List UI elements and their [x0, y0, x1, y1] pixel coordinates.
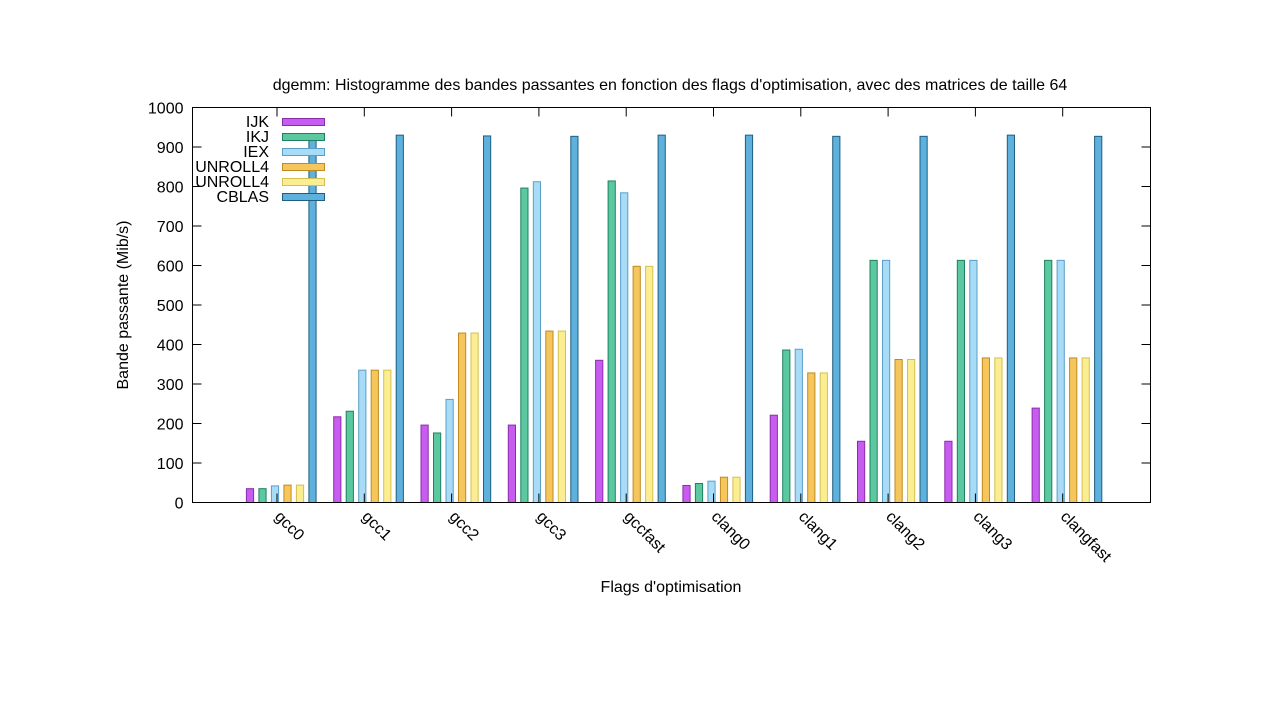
bar-iex-clangfast	[1056, 259, 1065, 503]
bar-unroll4-gccfast	[645, 265, 654, 504]
y-tick-label: 200	[157, 417, 184, 434]
bar-ijk-gcc1	[333, 416, 342, 503]
y-tick-label: 1000	[148, 101, 184, 118]
bar-ikj-clang3	[956, 259, 965, 503]
bar-unroll4-gccfast	[632, 265, 641, 504]
y-tick-label: 100	[157, 456, 184, 473]
bar-unroll4-gcc0	[295, 484, 305, 503]
bar-ijk-clangfast	[1031, 407, 1040, 504]
y-tick-label: 800	[157, 180, 184, 197]
bar-cblas-gcc3	[570, 135, 579, 504]
bar-ikj-clang0	[694, 483, 704, 504]
bar-cblas-gccfast	[657, 134, 666, 503]
legend-label: CBLAS	[217, 189, 269, 206]
bar-unroll4-clang1	[819, 372, 828, 503]
bar-unroll4-gcc1	[370, 369, 379, 504]
legend-label: IJK	[246, 114, 269, 131]
bar-iex-gcc3	[532, 181, 541, 503]
bar-ikj-gcc0	[258, 488, 267, 503]
y-tick-label: 400	[157, 338, 184, 355]
bar-unroll4-gcc3	[545, 330, 554, 503]
bar-ikj-gccfast	[607, 180, 616, 503]
bar-ijk-clang0	[682, 485, 691, 504]
bar-ijk-gcc2	[420, 424, 429, 503]
y-tick-label: 700	[157, 219, 184, 236]
y-tick-label: 300	[157, 377, 184, 394]
bar-ijk-clang3	[944, 440, 953, 503]
bar-ikj-clang2	[869, 259, 878, 503]
bar-unroll4-clang0	[719, 476, 729, 504]
y-tick-label: 900	[157, 140, 184, 157]
bar-cblas-clang2	[919, 135, 928, 504]
legend-swatch-ijk	[282, 118, 325, 126]
bar-unroll4-gcc3	[557, 330, 566, 503]
bar-iex-gcc1	[358, 369, 367, 504]
bar-unroll4-clang3	[981, 357, 990, 503]
bar-cblas-clang0	[744, 134, 754, 503]
bar-ijk-gcc3	[507, 424, 516, 503]
bar-cblas-clang1	[832, 135, 841, 504]
legend-label: IKJ	[246, 129, 269, 146]
bar-cblas-clangfast	[1094, 135, 1103, 504]
x-axis-title: Flags d'optimisation	[601, 579, 742, 596]
y-tick-label: 600	[157, 259, 184, 276]
bar-unroll4-clang3	[994, 357, 1003, 503]
bar-cblas-gcc0	[308, 134, 317, 503]
bar-unroll4-clangfast	[1069, 357, 1078, 503]
legend-label: UNROLL4	[195, 174, 269, 191]
plot-frame	[192, 107, 1151, 503]
bar-unroll4-clang1	[807, 372, 816, 503]
bar-ikj-gcc1	[345, 410, 354, 503]
bar-ijk-gcc0	[245, 488, 255, 503]
bar-cblas-gcc1	[395, 134, 404, 503]
bar-unroll4-clang0	[732, 476, 741, 504]
bar-ijk-gccfast	[595, 359, 604, 503]
bar-iex-clang1	[794, 348, 803, 503]
bars	[245, 134, 1103, 504]
bar-iex-gcc0	[270, 485, 280, 504]
bar-cblas-gcc2	[483, 135, 492, 503]
bar-unroll4-clangfast	[1081, 357, 1090, 503]
bar-unroll4-clang2	[907, 359, 916, 504]
y-tick-label: 0	[175, 496, 184, 513]
y-axis: 0 100 200 300 400 500 600 700 800 900 1000	[148, 101, 1151, 513]
bar-cblas-clang3	[1006, 134, 1015, 503]
bar-iex-clang2	[882, 259, 891, 503]
y-axis-title: Bande passante (Mib/s)	[115, 221, 132, 390]
legend-swatch-unroll4	[282, 178, 325, 186]
legend-swatch-unroll4	[282, 163, 325, 171]
chart-title: dgemm: Histogramme des bandes passantes …	[273, 77, 1068, 94]
legend-label: UNROLL4	[195, 159, 269, 176]
bar-unroll4-gcc0	[283, 484, 292, 503]
bar-iex-gccfast	[620, 192, 629, 503]
y-tick-label: 500	[157, 298, 184, 315]
bar-iex-clang3	[969, 259, 978, 503]
bar-ijk-clang2	[857, 440, 866, 503]
bar-unroll4-gcc1	[383, 369, 392, 504]
bar-ikj-gcc3	[520, 187, 529, 504]
legend-swatch-cblas	[282, 193, 325, 201]
legend-label: IEX	[243, 144, 269, 161]
bar-ikj-clangfast	[1044, 259, 1053, 503]
bar-iex-clang0	[707, 480, 716, 504]
bar-ikj-clang1	[782, 349, 791, 503]
legend-swatch-ikj	[282, 133, 325, 141]
bar-ikj-gcc2	[433, 432, 442, 504]
bar-unroll4-clang2	[894, 359, 903, 504]
bar-unroll4-gcc2	[470, 332, 479, 503]
bar-iex-gcc2	[445, 398, 454, 503]
legend-swatch-iex	[282, 148, 325, 156]
bar-ijk-clang1	[769, 414, 778, 504]
bar-unroll4-gcc2	[458, 332, 467, 503]
